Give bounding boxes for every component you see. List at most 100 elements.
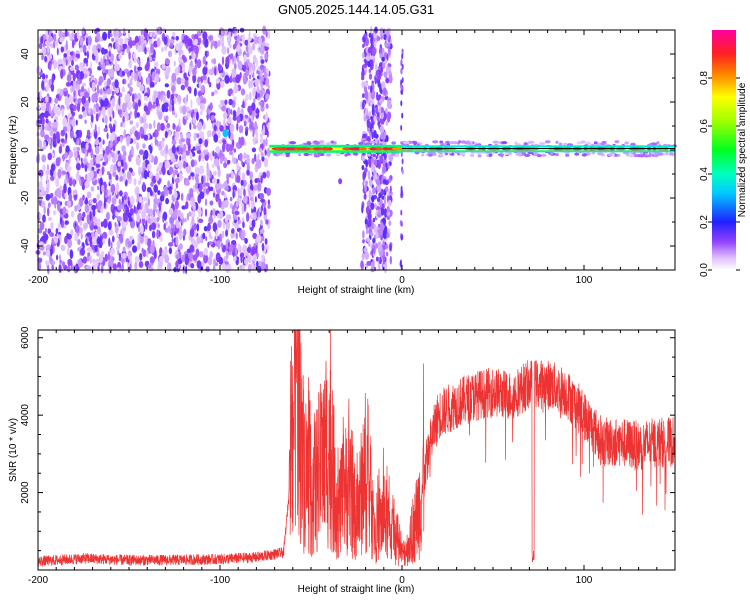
spectrogram-cell [110, 241, 113, 248]
spectrogram-cell [246, 156, 250, 165]
spectrogram-cell [178, 231, 183, 241]
spectrogram-cell [524, 153, 531, 157]
spectrogram-cell [82, 110, 87, 118]
spectrogram-cell [168, 166, 174, 175]
spectrogram-cell [66, 165, 72, 172]
spectrogram-cell [257, 182, 262, 192]
spectrogram-cell [319, 140, 325, 144]
spectrogram-cell [98, 126, 101, 136]
spectrogram-cell [256, 85, 260, 93]
spectrogram-cell [121, 223, 126, 228]
spectrogram-cell [371, 222, 375, 230]
spectrogram-cell [212, 150, 215, 157]
spectrogram-cell [249, 121, 254, 130]
spectrogram-cell [71, 118, 76, 127]
spectrogram-cell [49, 127, 54, 137]
spectrogram-cell [368, 32, 372, 38]
spectrogram-cell [241, 202, 245, 209]
spectrogram-cell [375, 70, 380, 76]
spectrogram-cell [245, 129, 248, 137]
spectrogram-cell [45, 244, 51, 249]
spectrogram-cell [127, 101, 132, 111]
spectrogram-cell [401, 112, 404, 119]
spectrogram-cell [76, 169, 80, 178]
spectrogram-cell [385, 108, 388, 114]
spectrogram-cell [204, 208, 208, 217]
spectrogram-cell [401, 53, 404, 60]
spectrogram-cell [80, 233, 83, 240]
spectrogram-cell [165, 115, 169, 121]
spectrogram-cell [256, 234, 262, 244]
spectrogram-cell [77, 212, 82, 222]
spectrogram-cell [181, 105, 187, 115]
spectrogram-cell [84, 164, 88, 172]
spectrogram-cell [208, 35, 214, 41]
spectrogram-cell [432, 140, 439, 144]
spectrogram-cell [249, 179, 253, 185]
spectrogram-cell [267, 204, 271, 209]
spectrogram-cell [193, 113, 196, 119]
spectrogram-cell [375, 242, 379, 249]
spectrogram-cell [183, 143, 187, 152]
spectrogram-cell [400, 234, 403, 241]
chart-title: GN05.2025.144.14.05.G31 [278, 2, 434, 17]
spectrogram-cell [265, 137, 268, 147]
spectrogram-cell [264, 52, 269, 60]
spectrogram-cell [217, 240, 221, 250]
spectrogram-cell [233, 148, 237, 153]
spectrogram-cell [128, 51, 131, 60]
x-tick-label: 100 [576, 275, 593, 286]
spectrogram-cell [52, 40, 56, 49]
spectrogram-cell [368, 47, 372, 54]
spectrogram-cell [142, 161, 146, 168]
spectrogram-cell [58, 254, 62, 261]
spectrogram-cell [189, 221, 192, 230]
spectrogram-cell [136, 58, 140, 64]
spectrogram-cell [118, 95, 121, 106]
spectrogram-cell [67, 258, 73, 266]
spectrogram-cell [251, 246, 256, 257]
spectrogram-cell [183, 34, 189, 45]
spectrogram-cell [227, 242, 230, 248]
spectrogram-cell [240, 187, 242, 198]
spectrogram-cell [189, 55, 192, 60]
spectrogram-cell [67, 238, 72, 249]
spectrogram-cell [123, 150, 127, 157]
spectrogram-cell [229, 75, 233, 82]
spectrogram-cell [400, 124, 403, 131]
spectrogram-cell [109, 139, 113, 148]
spectrogram-cell [250, 79, 253, 89]
spectrogram-cell [156, 229, 160, 239]
spectrogram-cell [206, 113, 209, 121]
spectrogram-line-peak [278, 147, 287, 151]
spectrogram-cell [202, 122, 206, 130]
spectrogram-cell [165, 144, 169, 154]
spectrogram-cell [259, 45, 265, 55]
spectrogram-cell [94, 123, 97, 134]
spectrogram-cell [344, 153, 348, 157]
spectrogram-cell [143, 196, 148, 202]
spectrogram-cell [373, 245, 376, 255]
spectrogram-cell [211, 178, 217, 184]
spectrogram-cell [77, 202, 80, 209]
spectrogram-cell [112, 157, 117, 164]
x-tick-label: -100 [210, 575, 230, 586]
spectrogram-cell [386, 53, 389, 61]
spectrogram-cell [216, 213, 220, 219]
spectrogram-cell [90, 159, 93, 167]
spectrogram-cell [630, 142, 636, 146]
spectrogram-cell [74, 64, 79, 71]
spectrogram-cell [160, 141, 165, 149]
spectrogram-cell [59, 30, 62, 39]
spectrogram-cell [361, 70, 365, 78]
spectrogram-cell [174, 99, 177, 104]
spectrogram-cell [161, 137, 165, 142]
spectrogram-feature [222, 129, 229, 138]
spectrogram-cell [62, 206, 67, 216]
spectrogram-cell [394, 153, 400, 157]
spectrogram-cell [541, 153, 547, 157]
spectrogram-cell [138, 166, 142, 176]
spectrogram-cell [231, 228, 235, 234]
spectrogram-cell [179, 155, 182, 161]
spectrogram-cell [389, 154, 394, 162]
